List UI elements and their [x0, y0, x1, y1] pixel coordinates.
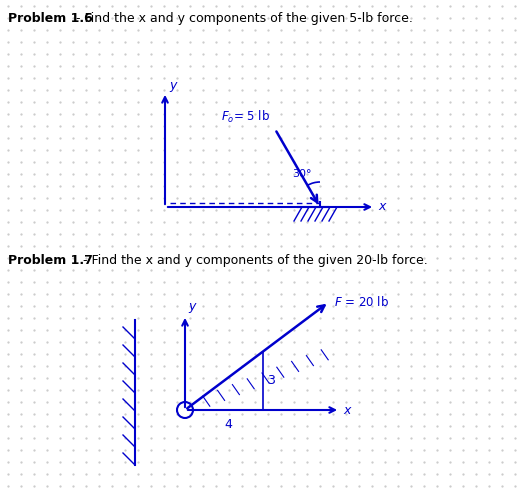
- Text: $\mathit{F}$ = 20 lb: $\mathit{F}$ = 20 lb: [334, 295, 389, 309]
- Text: y: y: [169, 79, 176, 92]
- Text: x: x: [343, 403, 350, 417]
- Text: y: y: [188, 300, 195, 313]
- Text: - Find the x and y components of the given 5-lb force.: - Find the x and y components of the giv…: [72, 12, 413, 25]
- Text: $\mathit{F}_{o}$= 5 lb: $\mathit{F}_{o}$= 5 lb: [221, 109, 270, 125]
- Text: 30°: 30°: [292, 169, 311, 179]
- Text: 4: 4: [224, 418, 232, 430]
- Text: - Find the x and y components of the given 20-lb force.: - Find the x and y components of the giv…: [79, 254, 428, 267]
- Text: Problem 1.6: Problem 1.6: [8, 12, 93, 25]
- Text: x: x: [378, 201, 385, 214]
- Text: 3: 3: [267, 374, 275, 388]
- Text: Problem 1.7: Problem 1.7: [8, 254, 93, 267]
